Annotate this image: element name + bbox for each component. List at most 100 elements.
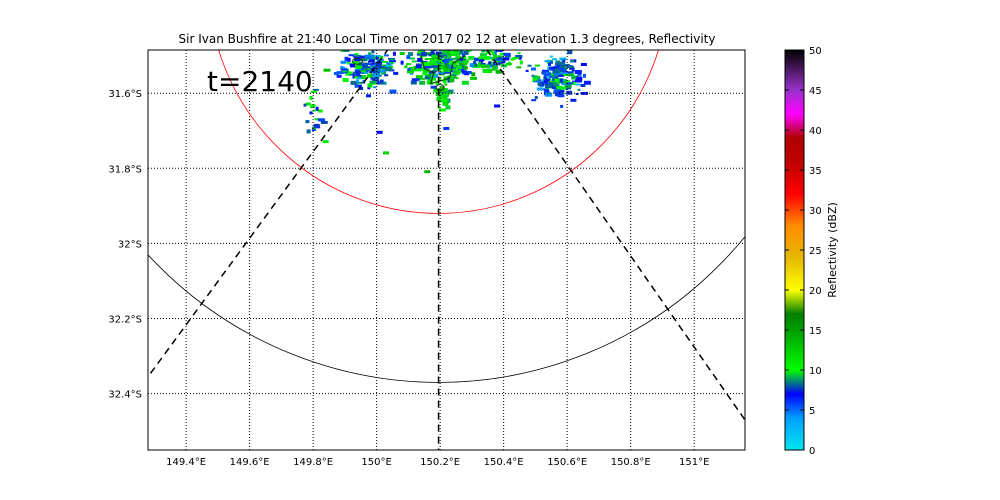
echo-pixel xyxy=(442,97,448,101)
echo-pixel xyxy=(361,75,367,80)
echo-pixel xyxy=(562,59,566,63)
echo-pixel xyxy=(354,76,359,79)
echo-pixel xyxy=(546,75,550,78)
echo-pixel xyxy=(373,86,377,89)
echo-pixel xyxy=(347,73,354,76)
echo-pixel xyxy=(517,52,521,55)
echo-pixel xyxy=(455,56,461,60)
echo-pixel xyxy=(548,63,551,66)
echo-pixel xyxy=(446,52,450,56)
echo-pixel xyxy=(415,75,423,80)
echo-pixel xyxy=(515,55,523,58)
echo-pixel xyxy=(473,61,477,65)
echo-pixel xyxy=(551,74,555,79)
echo-pixel xyxy=(379,79,384,84)
echo-pixel xyxy=(564,84,572,89)
x-tick-label: 150.2°E xyxy=(420,457,460,468)
echo-pixel xyxy=(384,74,389,77)
echo-pixel xyxy=(368,52,372,56)
echo-pixel xyxy=(336,74,342,78)
echo-pixel xyxy=(441,50,448,54)
echo-pixel xyxy=(343,50,350,52)
echo-pixel xyxy=(364,66,371,69)
echo-pixel xyxy=(351,61,359,64)
y-tick-label: 31.6°S xyxy=(108,89,142,100)
echo-pixel xyxy=(495,69,502,74)
echo-pixel xyxy=(487,65,490,69)
echo-pixel xyxy=(310,104,316,107)
echo-pixel xyxy=(340,60,347,64)
echo-pixel xyxy=(309,96,313,100)
echo-pixel xyxy=(471,72,476,77)
echo-pixel xyxy=(368,69,372,74)
echo-pixel xyxy=(492,61,496,65)
echo-pixel xyxy=(362,62,369,65)
echo-pixel xyxy=(497,55,501,59)
echo-pixel xyxy=(431,54,436,59)
echo-pixel xyxy=(436,97,442,102)
echo-pixel xyxy=(342,78,349,82)
echo-pixel xyxy=(554,90,558,94)
echo-pixel xyxy=(444,58,449,63)
echo-pixel xyxy=(347,71,352,75)
echo-pixel xyxy=(545,84,552,89)
echo-pixel xyxy=(303,103,307,107)
echo-pixel xyxy=(543,88,550,91)
colorbar-tick-label: 35 xyxy=(809,166,822,177)
echo-contour xyxy=(435,84,445,92)
echo-pixel xyxy=(371,50,375,54)
echo-pixel xyxy=(393,71,399,75)
echo-pixel xyxy=(359,87,364,90)
echo-pixel xyxy=(518,56,522,60)
echo-pixel xyxy=(313,123,320,128)
colorbar-tick-label: 0 xyxy=(809,446,815,457)
colorbar-label: Reflectivity (dBZ) xyxy=(826,202,839,298)
echo-pixel xyxy=(557,67,565,70)
echo-pixel xyxy=(381,70,387,75)
echo-pixel xyxy=(469,63,474,68)
x-tick-label: 149.4°E xyxy=(166,457,206,468)
echo-pixel xyxy=(438,55,445,57)
echo-pixel xyxy=(481,50,486,53)
echo-pixel xyxy=(400,60,404,65)
echo-pixel xyxy=(434,66,440,71)
echo-pixel xyxy=(553,82,558,87)
echo-pixel xyxy=(407,69,414,74)
echo-pixel xyxy=(354,57,361,62)
echo-pixel xyxy=(442,101,449,106)
echo-pixel xyxy=(368,60,374,63)
echo-pixel xyxy=(568,73,575,76)
echo-pixel xyxy=(411,60,417,63)
echo-pixel xyxy=(556,85,563,90)
echo-pixel xyxy=(421,52,427,57)
echo-pixel xyxy=(482,69,490,73)
echo-pixel xyxy=(344,56,349,61)
echo-pixel xyxy=(442,79,447,84)
echo-pixel xyxy=(552,76,557,81)
echo-pixel xyxy=(384,46,390,49)
echo-pixel xyxy=(388,57,395,60)
x-tick-label: 149.6°E xyxy=(230,457,270,468)
echo-pixel xyxy=(422,71,428,76)
echo-pixel xyxy=(552,73,560,76)
echo-pixel xyxy=(322,140,329,144)
echo-pixel xyxy=(312,126,317,130)
echo-pixel xyxy=(404,65,408,69)
echo-pixel xyxy=(431,69,435,73)
echo-pixel xyxy=(443,127,450,130)
echo-pixel xyxy=(554,93,561,97)
echo-pixel xyxy=(438,60,443,64)
echo-pixel xyxy=(359,57,367,62)
echo-pixel xyxy=(478,58,485,62)
echo-pixel xyxy=(317,109,323,113)
echo-pixel xyxy=(430,50,435,54)
echo-pixel xyxy=(347,61,351,65)
colorbar-tick-label: 40 xyxy=(809,126,822,137)
echo-pixel xyxy=(566,90,573,95)
chart-title: Sir Ivan Bushfire at 21:40 Local Time on… xyxy=(179,32,716,46)
echo-pixel xyxy=(557,89,565,93)
echo-pixel xyxy=(552,58,558,61)
echo-pixel xyxy=(470,76,478,80)
echo-pixel xyxy=(428,53,432,56)
echo-contours xyxy=(352,55,466,92)
